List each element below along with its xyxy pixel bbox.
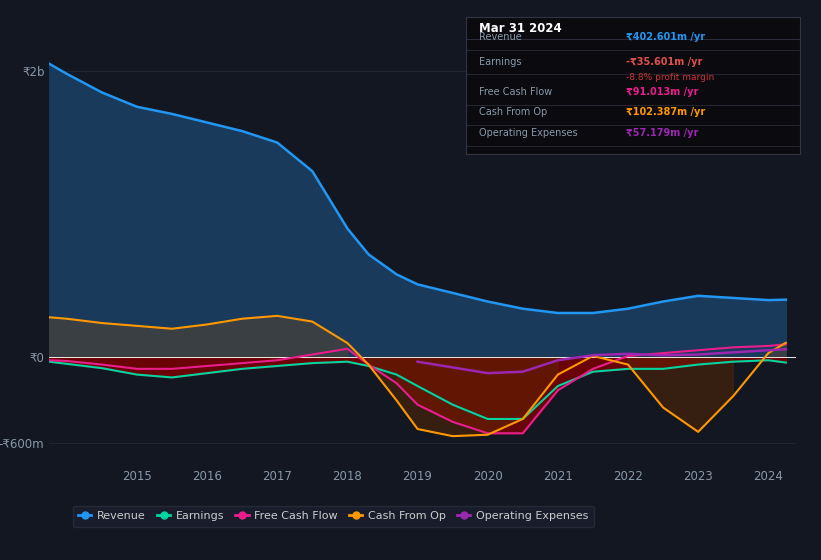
- Text: ₹102.387m /yr: ₹102.387m /yr: [626, 108, 705, 118]
- Text: Earnings: Earnings: [479, 57, 521, 67]
- Text: Mar 31 2024: Mar 31 2024: [479, 22, 562, 35]
- Text: Revenue: Revenue: [479, 32, 521, 42]
- Text: ₹57.179m /yr: ₹57.179m /yr: [626, 128, 699, 138]
- Text: Free Cash Flow: Free Cash Flow: [479, 87, 553, 97]
- Text: Cash From Op: Cash From Op: [479, 108, 547, 118]
- Legend: Revenue, Earnings, Free Cash Flow, Cash From Op, Operating Expenses: Revenue, Earnings, Free Cash Flow, Cash …: [72, 506, 594, 527]
- Text: Operating Expenses: Operating Expenses: [479, 128, 577, 138]
- Text: ₹402.601m /yr: ₹402.601m /yr: [626, 32, 705, 42]
- Text: -8.8% profit margin: -8.8% profit margin: [626, 73, 714, 82]
- Text: ₹91.013m /yr: ₹91.013m /yr: [626, 87, 699, 97]
- Text: -₹35.601m /yr: -₹35.601m /yr: [626, 57, 703, 67]
